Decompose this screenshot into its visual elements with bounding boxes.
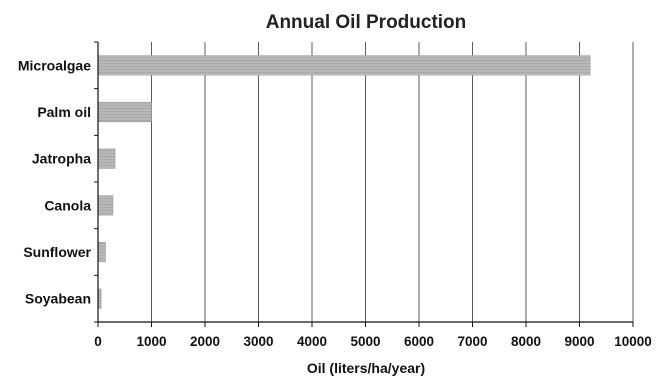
bar-sunflower [97, 241, 106, 263]
bar-palm-oil [97, 101, 152, 123]
tick-labels: 0 1000 2000 3000 4000 5000 6000 7000 8000 9000 100… [94, 334, 652, 349]
x-tick-label: 3000 [243, 334, 273, 349]
category-label: Canola [44, 197, 91, 213]
bars [97, 55, 591, 309]
x-tick-label: 1000 [136, 334, 166, 349]
x-tick-label: 2000 [190, 334, 220, 349]
x-tick-label: 6000 [404, 334, 434, 349]
x-tick-label: 4000 [297, 334, 327, 349]
bar-canola [97, 195, 114, 216]
axes [94, 41, 634, 327]
x-tick-label: 9000 [564, 334, 594, 349]
bar-jatropha [97, 148, 116, 169]
category-label: Microalgae [18, 57, 91, 73]
category-label: Soyabean [25, 291, 91, 307]
category-labels: Microalgae Palm oil Jatropha Canola Sunflowe… [18, 57, 92, 306]
x-tick-label: 7000 [457, 334, 487, 349]
x-axis-label: Oil (liters/ha/year) [307, 360, 425, 376]
x-tick-label: 5000 [350, 334, 380, 349]
category-label: Sunflower [23, 244, 91, 260]
category-label: Palm oil [37, 104, 91, 120]
x-tick-label: 0 [94, 334, 102, 349]
bar-microalgae [97, 55, 591, 76]
grid [151, 42, 634, 322]
chart-title: Annual Oil Production [266, 12, 467, 33]
category-label: Jatropha [32, 151, 91, 167]
x-tick-label: 8000 [511, 334, 541, 349]
x-tick-label: 10000 [614, 334, 652, 349]
